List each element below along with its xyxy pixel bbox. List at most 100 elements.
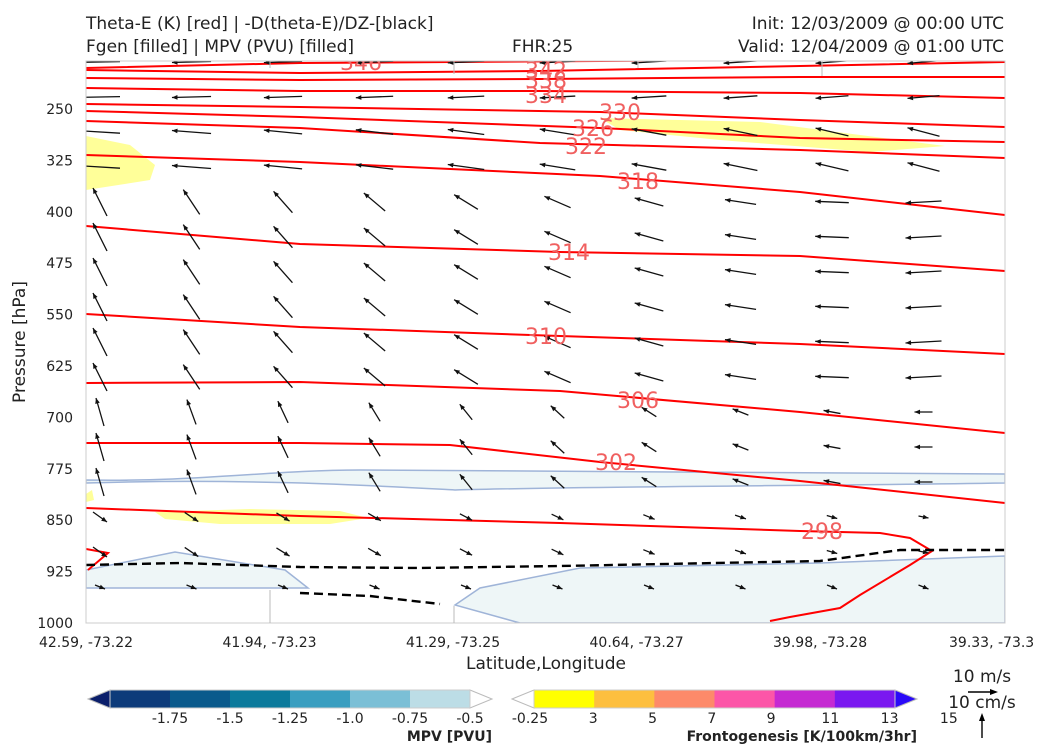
y-tick-label: 475	[46, 256, 73, 272]
wind-vector-head	[905, 235, 912, 241]
wind-vector-head	[459, 439, 466, 445]
y-tick-label: 400	[46, 205, 73, 221]
wind-vector-head	[99, 584, 105, 590]
colorbar-fgen-title: Frontogenesis [K/100km/3hr]	[687, 729, 917, 745]
wind-vector	[171, 61, 212, 64]
wind-vector-head	[914, 409, 921, 415]
plot-frame	[85, 60, 1006, 624]
wind-vector-head	[905, 270, 912, 276]
contour-label-310: 310	[525, 325, 567, 350]
wind-vector-head	[273, 296, 279, 303]
wind-vector-head	[454, 229, 461, 235]
wind-vector	[355, 61, 394, 64]
wind-vector	[539, 95, 576, 99]
wind-vector	[815, 340, 849, 344]
wind-vector	[815, 375, 849, 379]
wind-vector-head	[447, 162, 454, 168]
wind-vector-head	[724, 303, 731, 308]
wind-vector	[86, 95, 121, 98]
reference-horizontal-arrowhead	[990, 689, 998, 695]
wind-vector	[355, 164, 394, 170]
wind-vector-head	[93, 293, 98, 299]
contour-label-338: 338	[525, 69, 567, 94]
colorbar-frame	[533, 689, 896, 709]
colorbar-segment	[774, 690, 836, 708]
wind-vector-head	[905, 340, 912, 346]
wind-vector	[631, 163, 667, 171]
theta-e-contour-298	[86, 507, 934, 622]
theta-e-contour-330	[86, 103, 1005, 128]
wind-vector	[355, 129, 394, 135]
init-time: Init: 12/03/2009 @ 00:00 UTC	[751, 14, 1004, 34]
colorbar-mpv-tick: -0.75	[392, 711, 428, 727]
wind-vector-head	[914, 479, 921, 485]
wind-vector-head	[739, 514, 746, 520]
contour-label-306: 306	[617, 389, 659, 414]
reference-vertical-label: 10 cm/s	[948, 693, 1016, 713]
wind-vector-head	[634, 302, 641, 307]
colorbar-mpv-tick: -1.75	[152, 711, 188, 727]
wind-vector-head	[815, 199, 821, 204]
contour-label-302: 302	[595, 451, 637, 476]
wind-vector-head	[80, 164, 86, 169]
wind-vector-head	[631, 95, 638, 101]
wind-vector-head	[815, 162, 822, 167]
wind-vector-head	[723, 127, 730, 132]
wind-vector-head	[192, 516, 199, 522]
wind-vector-head	[914, 444, 921, 450]
wind-vector-head	[171, 61, 178, 65]
wind-vector-head	[739, 584, 746, 590]
wind-vector-head	[454, 264, 461, 270]
wind-vector-head	[459, 404, 466, 410]
theta-e-contour-314	[86, 225, 1005, 272]
wind-vector-head	[80, 129, 86, 134]
reference-horizontal-label: 10 m/s	[953, 667, 1011, 687]
wind-vector-head	[732, 478, 739, 484]
wind-vector-head	[907, 161, 914, 167]
wind-vector-head	[363, 193, 370, 199]
wind-vector-head	[634, 372, 641, 377]
wind-vector-head	[183, 294, 189, 301]
wind-vector-head	[282, 584, 288, 590]
wind-vector-head	[907, 61, 914, 66]
colorbar-segment	[510, 689, 535, 709]
wind-vector	[447, 163, 485, 171]
colorbar-segment	[894, 689, 919, 709]
colorbar-segment	[594, 690, 655, 708]
wind-vector-head	[466, 515, 473, 521]
wind-vector-head	[815, 269, 821, 274]
wind-vector-head	[634, 267, 641, 272]
contour-label-346: 346	[340, 51, 382, 76]
wind-vector-head	[831, 584, 837, 590]
wind-vector-head	[283, 551, 290, 557]
wind-vector-head	[539, 127, 546, 133]
wind-vector-head	[363, 333, 370, 339]
wind-vector-head	[631, 61, 638, 66]
wind-vector-head	[355, 61, 362, 65]
contour-label-298: 298	[801, 520, 843, 545]
x-axis-ticks	[269, 61, 823, 623]
wind-vector-head	[544, 266, 551, 271]
wind-vector-head	[631, 162, 638, 168]
wind-vector-head	[447, 61, 454, 65]
y-tick-label: 250	[46, 102, 73, 118]
theta-e-contour-338	[86, 76, 1005, 82]
wind-vector	[171, 129, 212, 135]
theta-e-contour-334	[86, 87, 1005, 99]
wind-vector	[86, 130, 121, 134]
wind-vector-head	[273, 366, 279, 373]
wind-vector-head	[93, 258, 98, 264]
colorbar-mpv-tick: -0.25	[512, 711, 548, 727]
y-tick-label: 1000	[37, 616, 73, 632]
wind-vector	[631, 128, 667, 136]
wind-vector-head	[905, 305, 912, 311]
wind-vector-head	[922, 549, 929, 555]
contour-label-342: 342	[525, 59, 567, 84]
theta-e-contours	[86, 61, 1005, 622]
wind-vector-head	[922, 584, 929, 590]
dtheta-dz-zero-contour	[86, 548, 1005, 570]
wind-vector-head	[171, 128, 178, 134]
wind-vector-head	[815, 374, 821, 379]
contour-label-334: 334	[525, 84, 567, 109]
colorbar-segment	[170, 690, 231, 708]
